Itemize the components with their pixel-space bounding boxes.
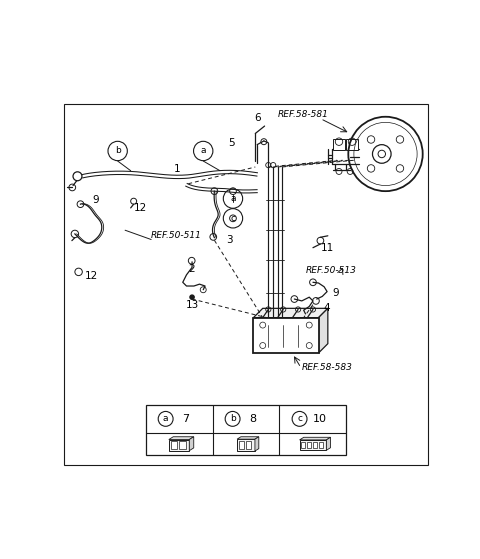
Text: a: a [201, 146, 206, 155]
Text: 7: 7 [182, 414, 190, 424]
Text: 12: 12 [133, 203, 146, 213]
Text: 5: 5 [228, 138, 234, 148]
Polygon shape [300, 437, 331, 440]
Polygon shape [237, 439, 255, 451]
Text: 12: 12 [85, 271, 98, 281]
Text: 13: 13 [185, 300, 199, 310]
Text: 10: 10 [313, 414, 327, 424]
Circle shape [190, 295, 194, 300]
Text: REF.50-513: REF.50-513 [305, 266, 356, 275]
Text: 1: 1 [174, 164, 180, 174]
FancyBboxPatch shape [171, 442, 177, 449]
FancyBboxPatch shape [347, 139, 358, 150]
Text: 6: 6 [254, 113, 261, 123]
FancyBboxPatch shape [313, 442, 317, 448]
Polygon shape [300, 440, 326, 451]
Text: c: c [230, 214, 236, 223]
FancyBboxPatch shape [253, 318, 319, 353]
Text: 4: 4 [324, 302, 330, 312]
Polygon shape [253, 309, 328, 318]
FancyBboxPatch shape [334, 139, 345, 150]
Text: b: b [230, 414, 236, 423]
Text: 9: 9 [92, 196, 99, 206]
Text: b: b [115, 146, 120, 155]
Text: 9: 9 [332, 288, 338, 298]
Text: 11: 11 [321, 243, 335, 253]
FancyBboxPatch shape [301, 442, 305, 448]
Text: REF.50-511: REF.50-511 [151, 231, 202, 240]
FancyBboxPatch shape [239, 441, 244, 449]
FancyBboxPatch shape [307, 442, 311, 448]
Polygon shape [189, 437, 194, 451]
FancyBboxPatch shape [246, 441, 251, 449]
Polygon shape [169, 439, 189, 451]
Text: REF.58-581: REF.58-581 [277, 110, 328, 119]
Polygon shape [237, 437, 259, 439]
Text: a: a [230, 194, 236, 203]
FancyBboxPatch shape [179, 442, 186, 449]
Text: REF.58-583: REF.58-583 [302, 363, 353, 372]
Polygon shape [326, 437, 331, 451]
Text: 8: 8 [250, 414, 257, 424]
Polygon shape [169, 437, 194, 439]
FancyBboxPatch shape [319, 442, 323, 448]
Text: a: a [163, 414, 168, 423]
FancyBboxPatch shape [145, 405, 347, 455]
Text: 2: 2 [189, 264, 195, 274]
Polygon shape [255, 437, 259, 451]
Text: c: c [297, 414, 302, 423]
Polygon shape [319, 309, 328, 353]
Text: 3: 3 [226, 235, 233, 244]
